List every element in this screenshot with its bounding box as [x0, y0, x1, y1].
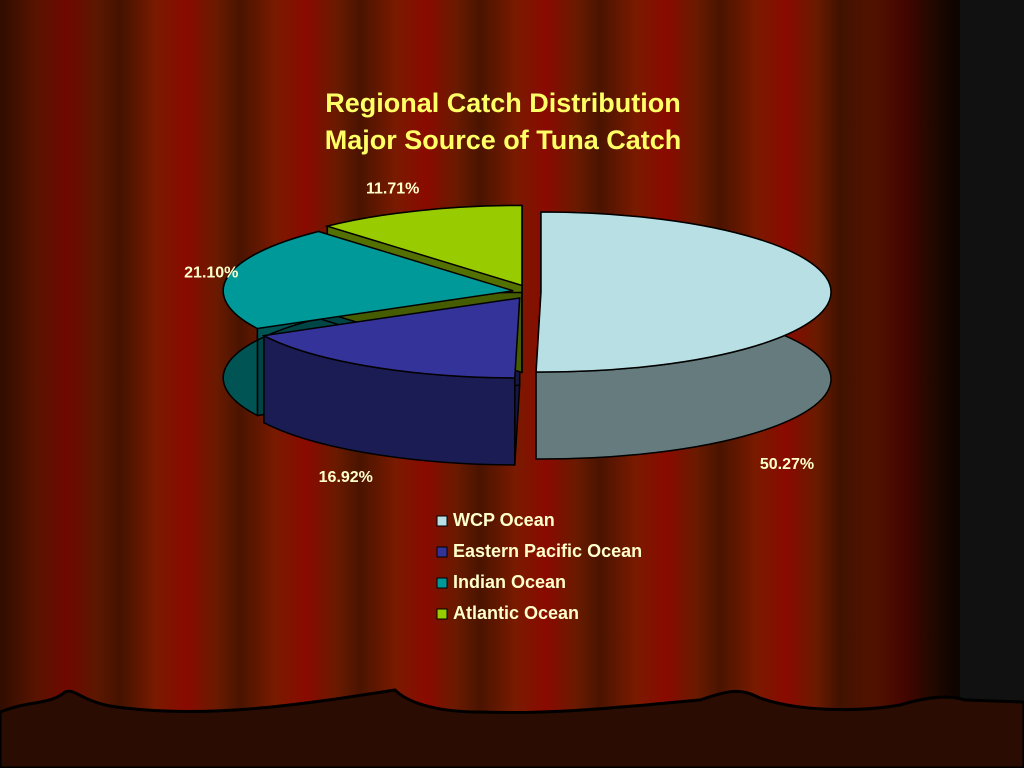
legend-swatch [436, 608, 448, 620]
legend-swatch [436, 577, 448, 589]
legend-label: Atlantic Ocean [453, 603, 579, 623]
pie-slice [222, 230, 514, 330]
stage-side [960, 0, 1024, 768]
value-label: 16.92% [319, 469, 373, 486]
legend: WCP Ocean Eastern Pacific Ocean Indian Oce… [436, 510, 642, 623]
value-label: 11.71% [366, 181, 419, 198]
valance [0, 688, 1024, 768]
value-labels: 50.27% 16.92% 21.10% 11.71% [184, 181, 814, 487]
legend-label: WCP Ocean [453, 510, 555, 530]
legend-swatch [436, 515, 448, 527]
value-label: 50.27% [760, 456, 814, 473]
chart-title: Regional Catch Distribution [325, 88, 681, 118]
legend-label: Indian Ocean [453, 572, 566, 592]
pie-slice [324, 204, 523, 287]
pie-tops [222, 204, 832, 379]
pie-slice [261, 297, 521, 379]
legend-label: Eastern Pacific Ocean [453, 541, 642, 561]
pie-slice [535, 211, 832, 373]
legend-swatch [436, 546, 448, 558]
value-label: 21.10% [184, 264, 238, 281]
chart-subtitle: Major Source of Tuna Catch [325, 125, 682, 155]
